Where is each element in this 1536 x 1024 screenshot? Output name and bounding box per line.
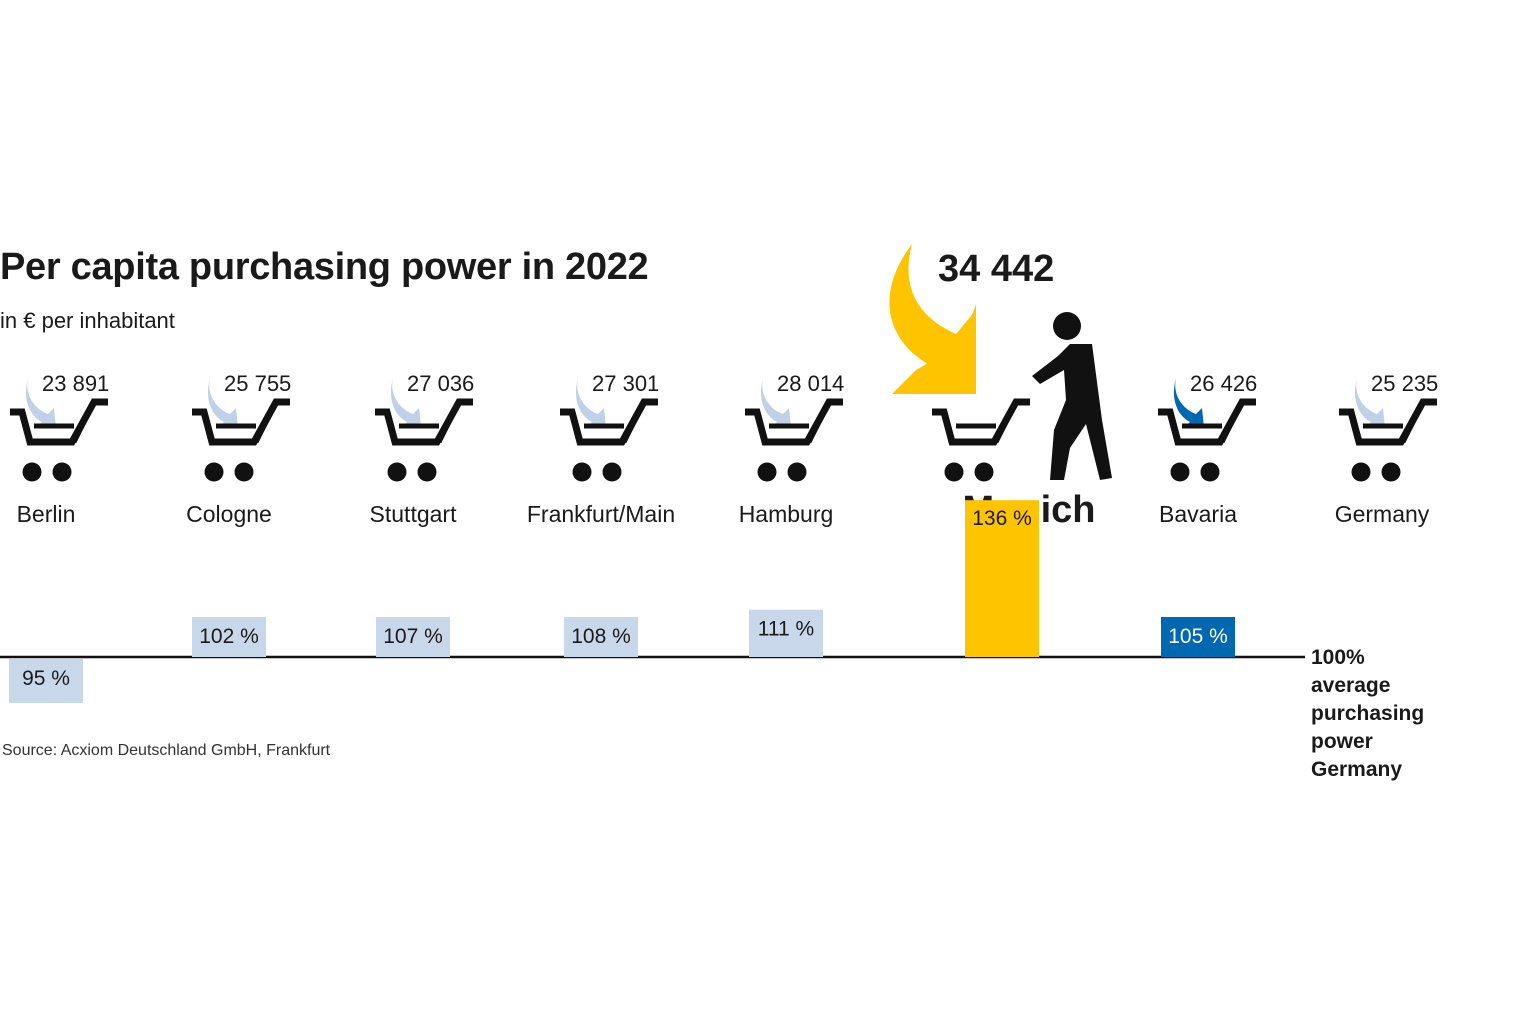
value-label-stuttgart: 27 036 <box>407 371 474 396</box>
cart-wheel <box>757 462 777 482</box>
value-label-berlin: 23 891 <box>42 371 109 396</box>
index-label-berlin: 95 % <box>22 667 70 690</box>
cart-handle <box>806 400 832 444</box>
cart-wheel <box>204 462 224 482</box>
cart-wheel <box>22 462 42 482</box>
cart-wheel <box>572 462 592 482</box>
cart-wheel <box>417 462 437 482</box>
index-label-cologne: 102 % <box>199 625 259 648</box>
category-label-hamburg: Hamburg <box>739 501 834 527</box>
cart-wheel <box>787 462 807 482</box>
arrow-shape <box>575 378 606 428</box>
cart-handle <box>993 400 1019 444</box>
arrow-shape <box>1354 378 1385 428</box>
category-label-cologne: Cologne <box>186 501 272 527</box>
arrow-shape <box>1173 378 1204 428</box>
category-label-stuttgart: Stuttgart <box>370 501 458 527</box>
source-note: Source: Acxiom Deutschland GmbH, Frankfu… <box>2 742 331 759</box>
value-label-cologne: 25 755 <box>224 371 291 396</box>
index-bar-cologne <box>192 617 266 657</box>
cart-wheel <box>1381 462 1401 482</box>
ref-line-3: purchasing <box>1311 702 1425 725</box>
shopping-cart-icon <box>745 398 843 482</box>
cart-wheel <box>1200 462 1220 482</box>
category-label-frankfurtmain: Frankfurt/Main <box>527 501 675 527</box>
cart-frame <box>1339 398 1437 446</box>
cart-wheel <box>234 462 254 482</box>
cart-frame <box>10 398 108 446</box>
index-bar-berlin <box>9 659 83 703</box>
cart-handle <box>1219 400 1245 444</box>
arrow-shape <box>25 378 56 428</box>
cart-frame <box>560 398 658 446</box>
curved-arrow-icon <box>575 378 606 428</box>
index-label-frankfurtmain: 108 % <box>571 625 631 648</box>
curved-arrow-icon <box>390 378 421 428</box>
ref-line-4: power <box>1311 730 1373 753</box>
category-label-germany: Germany <box>1335 501 1430 527</box>
cart-wheel <box>52 462 72 482</box>
shopping-cart-icon <box>10 398 108 482</box>
index-label-munich: 136 % <box>972 507 1032 530</box>
arrow-head <box>892 304 976 394</box>
shopping-cart-icon <box>932 398 1030 482</box>
person-body <box>1032 344 1112 480</box>
ref-line-2: average <box>1311 674 1391 697</box>
curved-arrow-icon <box>760 378 791 428</box>
cart-frame <box>375 398 473 446</box>
cart-wheel <box>602 462 622 482</box>
munich-value-label: 34 442 <box>938 248 1055 290</box>
walking-person-icon <box>1032 312 1112 480</box>
shopping-cart-icon <box>560 398 658 482</box>
cart-handle <box>436 400 462 444</box>
ref-line-1: 100% <box>1311 646 1365 669</box>
shopping-cart-icon <box>1339 398 1437 482</box>
arrow-shape <box>760 378 791 428</box>
big-curved-arrow-icon <box>889 244 976 394</box>
cart-handle <box>71 400 97 444</box>
ref-line-5: Germany <box>1311 758 1403 781</box>
cart-wheel <box>944 462 964 482</box>
cart-wheel <box>1170 462 1190 482</box>
index-label-bavaria: 105 % <box>1168 625 1228 648</box>
curved-arrow-icon <box>1173 378 1204 428</box>
index-bar-bavaria <box>1161 617 1235 657</box>
cart-handle <box>253 400 279 444</box>
curved-arrow-icon <box>25 378 56 428</box>
cart-wheel <box>387 462 407 482</box>
cart-frame <box>932 398 1030 446</box>
arrow-shape <box>207 378 238 428</box>
cart-handle <box>1400 400 1426 444</box>
index-bar-stuttgart <box>376 617 450 657</box>
curved-arrow-icon <box>1354 378 1385 428</box>
cart-wheel <box>1351 462 1371 482</box>
cart-frame <box>1158 398 1256 446</box>
value-label-bavaria: 26 426 <box>1190 371 1257 396</box>
baseline-reference-label: 100% average purchasing power Germany <box>1311 644 1424 784</box>
value-label-frankfurtmain: 27 301 <box>592 371 659 396</box>
shopping-cart-icon <box>375 398 473 482</box>
index-label-hamburg: 111 % <box>758 618 814 641</box>
shopping-cart-icon <box>1158 398 1256 482</box>
value-label-hamburg: 28 014 <box>777 371 844 396</box>
cart-handle <box>621 400 647 444</box>
index-label-stuttgart: 107 % <box>383 625 443 648</box>
index-bar-munich <box>965 500 1039 657</box>
cart-frame <box>745 398 843 446</box>
value-label-germany: 25 235 <box>1371 371 1438 396</box>
curved-arrow-icon <box>207 378 238 428</box>
chart-title: Per capita purchasing power in 2022 <box>0 246 649 288</box>
category-label-bavaria: Bavaria <box>1159 501 1237 527</box>
arrow-shape <box>390 378 421 428</box>
category-label-berlin: Berlin <box>17 501 76 527</box>
index-bar-hamburg <box>749 609 823 657</box>
chart-subtitle: in € per inhabitant <box>0 308 175 333</box>
shopping-cart-icon <box>192 398 290 482</box>
index-bar-frankfurtmain <box>564 617 638 657</box>
cart-frame <box>192 398 290 446</box>
person-head <box>1053 312 1081 340</box>
cart-wheel <box>974 462 994 482</box>
